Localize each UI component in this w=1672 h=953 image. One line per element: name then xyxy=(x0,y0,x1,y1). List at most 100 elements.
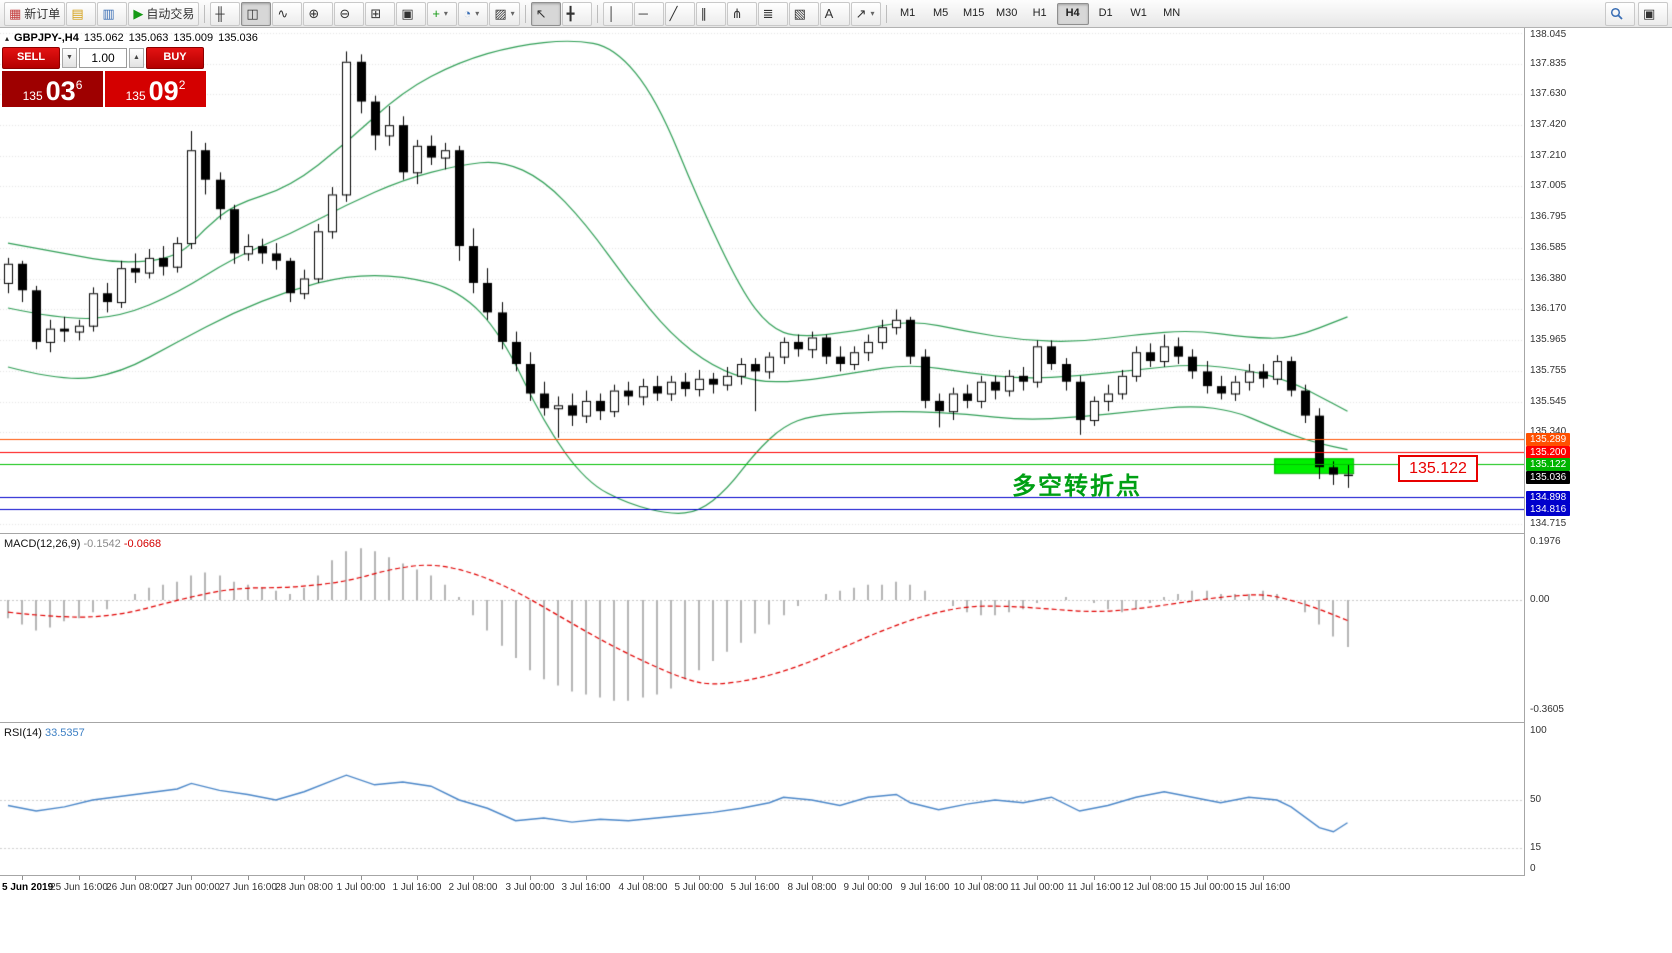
time-axis-tick xyxy=(79,876,80,880)
price-axis-tick: 137.005 xyxy=(1530,180,1567,192)
toolbar-zoom-in-button[interactable]: ⊕ xyxy=(303,1,334,26)
tile-windows-icon: ⊞ xyxy=(370,6,382,21)
price-axis-tick: 137.210 xyxy=(1530,150,1567,162)
toolbar-text-label-button[interactable]: A xyxy=(819,1,850,26)
toolbar-periods-button[interactable]: ◔ ▾ xyxy=(458,1,489,26)
auto-trading-icon: ▶ xyxy=(133,6,144,21)
time-axis-tick xyxy=(643,876,644,880)
timeframe-h4-button[interactable]: H4 xyxy=(1056,2,1089,25)
crosshair-icon: ╋ xyxy=(566,6,575,21)
toolbar-help-button[interactable]: ▣ xyxy=(1638,1,1668,26)
symbol-icon: ▴ xyxy=(5,33,10,43)
macd-indicator-label: MACD(12,26,9) -0.1542 -0.0668 xyxy=(4,538,161,550)
buy-price-box[interactable]: 135 09 2 xyxy=(105,71,206,107)
sell-price-big: 03 xyxy=(45,76,76,106)
sell-price-box[interactable]: 135 03 6 xyxy=(2,71,103,107)
timeframe-h1-button[interactable]: H1 xyxy=(1032,6,1047,19)
time-axis-tick xyxy=(1150,876,1151,880)
toolbar-equidistant-channel-button[interactable]: ∥ xyxy=(695,1,726,26)
time-axis-tick xyxy=(1094,876,1095,880)
time-axis-tick xyxy=(925,876,926,880)
time-axis-tick xyxy=(1207,876,1208,880)
zoom-out-icon: ⊖ xyxy=(339,6,351,21)
time-axis-label: 3 Jul 00:00 xyxy=(505,882,555,893)
rsi-axis-tick: 15 xyxy=(1530,842,1542,854)
rsi-name: RSI(14) xyxy=(4,727,42,739)
templates-icon: ▨ xyxy=(494,6,507,21)
toolbar-auto-trading-button[interactable]: ▶ 自动交易 xyxy=(128,1,200,26)
timeframe-m15-button[interactable]: M15 xyxy=(962,6,985,19)
toolbar-bar-chart-button[interactable]: ╫ xyxy=(210,1,241,26)
macd-canvas[interactable] xyxy=(0,534,1524,723)
macd-splitter[interactable] xyxy=(0,533,1672,534)
toolbar-candlestick-chart-button[interactable]: ◫ xyxy=(241,1,272,26)
time-axis-tick xyxy=(191,876,192,880)
price-axis-tick: 135.755 xyxy=(1530,364,1567,376)
price-axis-tick: 135.340 xyxy=(1530,425,1567,437)
timeframe-d1-button[interactable]: D1 xyxy=(1098,6,1113,19)
sell-button[interactable]: SELL xyxy=(2,47,60,69)
price-axis-tick: 138.045 xyxy=(1530,29,1567,40)
periods-dropdown-icon[interactable]: ▾ xyxy=(475,9,480,18)
horizontal-line-icon: ─ xyxy=(638,6,648,21)
toolbar-templates-button[interactable]: ▨ ▾ xyxy=(489,1,520,26)
rsi-canvas[interactable] xyxy=(0,723,1524,876)
volume-down-button[interactable]: ▼ xyxy=(62,48,77,68)
macd-signal-value: -0.0668 xyxy=(123,538,162,550)
toolbar-trendline-button[interactable]: ╱ xyxy=(664,1,695,26)
toolbar-search-button[interactable] xyxy=(1605,1,1635,26)
toolbar-shapes-button[interactable]: ▧ xyxy=(788,1,819,26)
price-chart-canvas[interactable] xyxy=(0,28,1524,534)
toolbar-arrows-button[interactable]: ↗ ▾ xyxy=(850,1,881,26)
indicators-dropdown-icon[interactable]: ▾ xyxy=(443,9,448,18)
ohlc-close: 135.036 xyxy=(218,32,258,44)
toolbar-new-order-button[interactable]: ▦ 新订单 xyxy=(4,1,66,26)
toolbar-separator xyxy=(885,4,887,23)
bar-chart-icon: ╫ xyxy=(215,6,225,21)
timeframe-mn-button[interactable]: MN xyxy=(1163,6,1181,19)
time-axis-label: 11 Jul 00:00 xyxy=(1010,882,1064,893)
toolbar-fibonacci-retracement-button[interactable]: ≣ xyxy=(757,1,788,26)
toolbar-tile-windows-button[interactable]: ⊞ xyxy=(365,1,396,26)
price-scale[interactable]: 138.045 137.835 137.630 137.420 137.210 137.0… xyxy=(1524,28,1672,876)
new-order-icon: ▦ xyxy=(9,6,22,21)
time-axis-tick xyxy=(981,876,982,880)
toolbar-zoom-out-button[interactable]: ⊖ xyxy=(334,1,365,26)
toolbar-arrange-windows-button[interactable]: ▣ xyxy=(396,1,427,26)
time-axis-tick xyxy=(1263,876,1264,880)
toolbar-chart-window-button[interactable]: ▤ xyxy=(66,1,97,26)
volume-input[interactable] xyxy=(79,48,127,68)
time-axis-label: 4 Jul 08:00 xyxy=(618,882,668,893)
price-axis-tick: 136.380 xyxy=(1530,272,1567,284)
timeframe-m30-button[interactable]: M30 xyxy=(995,6,1018,19)
price-axis-tick: 135.965 xyxy=(1530,333,1567,345)
price-axis-tick: 137.630 xyxy=(1530,88,1567,100)
toolbar-line-chart-button[interactable]: ∿ xyxy=(272,1,303,26)
volume-up-button[interactable]: ▲ xyxy=(129,48,144,68)
buy-button[interactable]: BUY xyxy=(146,47,204,69)
toolbar-market-watch-button[interactable]: ▥ xyxy=(97,1,128,26)
text-label-icon: A xyxy=(824,6,834,21)
toolbar-indicators-button[interactable]: + ▾ xyxy=(427,1,458,26)
time-axis-label: 26 Jun 08:00 xyxy=(106,882,164,893)
toolbar-andrews-pitchfork-button[interactable]: ⋔ xyxy=(726,1,757,26)
time-axis[interactable]: 5 Jun 2019 25 Jun 16:00 26 Jun 08:00 27 Jun… xyxy=(0,876,1672,900)
toolbar-horizontal-line-button[interactable]: ─ xyxy=(633,1,664,26)
toolbar-crosshair-button[interactable]: ╋ xyxy=(561,1,592,26)
timeframe-m1-button[interactable]: M1 xyxy=(900,6,916,19)
time-axis-label: 12 Jul 08:00 xyxy=(1122,882,1178,893)
time-axis-label: 2 Jul 08:00 xyxy=(448,882,498,893)
toolbar: ▦ 新订单 ▤ ▥ ▶ 自动交易 ╫ ◫ ∿ ⊕ ⊖ ⊞ ▣ + ▾ ◔ ▾ ▨ ▾ ↖ ╋ │ ─ ╱ ∥ ⋔ ≣ ▧ A ↗ ▾ M1 M5… xyxy=(0,0,1672,28)
timeframe-m5-button[interactable]: M5 xyxy=(933,6,949,19)
arrows-dropdown-icon[interactable]: ▾ xyxy=(870,9,875,18)
time-axis-tick xyxy=(304,876,305,880)
axis-splitter xyxy=(0,875,1672,876)
macd-axis-tick: 0.1976 xyxy=(1530,536,1561,547)
toolbar-cursor-button[interactable]: ↖ xyxy=(530,1,561,26)
toolbar-vertical-line-button[interactable]: │ xyxy=(602,1,633,26)
price-level-badge: 134.898 xyxy=(1526,491,1571,505)
templates-dropdown-icon[interactable]: ▾ xyxy=(510,9,515,18)
time-axis-tick xyxy=(755,876,756,880)
timeframe-w1-button[interactable]: W1 xyxy=(1130,6,1147,19)
rsi-splitter[interactable] xyxy=(0,722,1672,723)
